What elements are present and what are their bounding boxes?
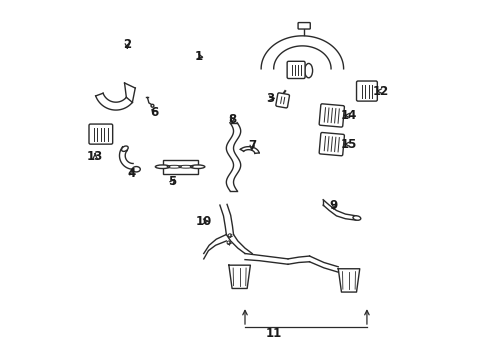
Text: 6: 6 — [150, 106, 159, 119]
Text: 14: 14 — [341, 109, 357, 122]
Polygon shape — [245, 253, 288, 264]
Polygon shape — [323, 200, 356, 220]
Polygon shape — [240, 147, 259, 153]
FancyBboxPatch shape — [287, 61, 305, 78]
Polygon shape — [288, 256, 310, 264]
FancyBboxPatch shape — [298, 23, 310, 29]
Bar — [163, 159, 197, 174]
Ellipse shape — [228, 234, 232, 237]
Text: 3: 3 — [266, 92, 274, 105]
Ellipse shape — [305, 63, 313, 78]
Ellipse shape — [122, 146, 128, 152]
Text: 1: 1 — [195, 50, 202, 63]
Polygon shape — [229, 265, 250, 288]
Text: 10: 10 — [196, 215, 212, 228]
Polygon shape — [338, 269, 360, 292]
Text: 7: 7 — [248, 139, 256, 152]
Polygon shape — [261, 36, 343, 69]
Text: 2: 2 — [123, 38, 131, 51]
Polygon shape — [204, 234, 226, 259]
Text: 4: 4 — [128, 167, 136, 180]
Polygon shape — [120, 147, 133, 169]
FancyBboxPatch shape — [319, 132, 344, 156]
Text: 8: 8 — [228, 113, 237, 126]
Text: 11: 11 — [266, 327, 282, 340]
Polygon shape — [220, 204, 234, 234]
FancyBboxPatch shape — [276, 93, 290, 108]
Ellipse shape — [132, 167, 140, 172]
Text: 5: 5 — [169, 175, 177, 188]
Polygon shape — [310, 256, 338, 272]
Polygon shape — [226, 234, 252, 253]
Ellipse shape — [191, 165, 205, 168]
Ellipse shape — [353, 216, 361, 220]
Ellipse shape — [155, 165, 170, 168]
Text: 12: 12 — [373, 85, 390, 98]
Ellipse shape — [227, 241, 231, 244]
Ellipse shape — [151, 104, 154, 107]
Polygon shape — [96, 93, 132, 110]
Text: 9: 9 — [330, 199, 338, 212]
FancyBboxPatch shape — [357, 81, 377, 101]
FancyBboxPatch shape — [89, 124, 113, 144]
Text: 13: 13 — [87, 150, 103, 163]
FancyBboxPatch shape — [319, 104, 344, 127]
Text: 15: 15 — [341, 138, 357, 150]
